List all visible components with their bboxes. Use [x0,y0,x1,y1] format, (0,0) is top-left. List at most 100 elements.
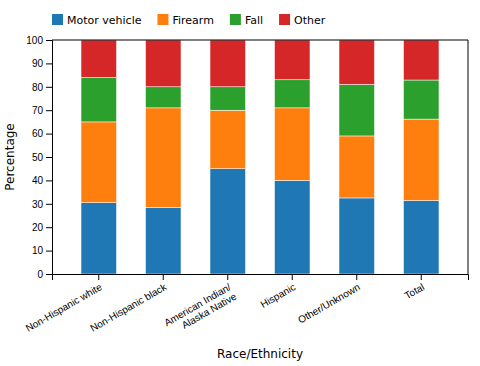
bar-segment [339,40,374,84]
bar-segment [339,198,374,274]
y-tick: 100 [26,35,52,46]
bar-segment [339,84,374,135]
y-axis-line [46,41,53,275]
y-tick-mark [46,134,52,135]
y-axis-title: Percentage [3,123,17,191]
x-tick: Total [402,274,426,301]
legend-swatch [157,14,168,25]
bar-segment [275,108,310,181]
bar-segment [210,87,245,110]
x-tick-mark [421,274,422,280]
bar-segment [81,40,116,77]
bars [81,40,439,274]
y-tick: 30 [32,199,52,210]
bar-segment [404,119,439,200]
y-tick-mark [46,204,52,205]
x-tick: American Indian/Alaska Native [162,274,238,338]
bar-segment [146,207,181,274]
x-tick: Non-Hispanic black [88,274,169,334]
bar-segment [210,169,245,274]
bar-segment [81,203,116,274]
x-tick-label: Non-Hispanic black [88,281,169,334]
y-tick-mark [46,40,52,41]
legend-item: Motor vehicle [52,14,142,27]
legend-label: Other [294,14,326,27]
x-tick-mark [292,274,293,280]
y-tick-mark [46,251,52,252]
bar-segment [210,40,245,87]
y-tick-label: 70 [32,105,44,116]
y-tick-mark [46,110,52,111]
y-tick-label: 20 [32,222,44,233]
y-tick-label: 80 [32,82,44,93]
legend-item: Other [279,14,326,27]
y-tick-label: 30 [32,199,44,210]
chart: 0 10 20 30 40 50 60 70 80 90 100 Non-Hispanic white… [0,0,480,366]
y-tick: 20 [32,222,52,233]
legend-swatch [279,14,290,25]
bar-segment [210,110,245,169]
frame [52,40,468,41]
x-tick-label: Total [402,281,426,301]
series [81,169,439,274]
y-tick-label: 50 [32,152,44,163]
legend-label: Motor vehicle [67,14,142,27]
series [81,108,439,207]
series [81,40,439,87]
bar-segment [146,40,181,87]
x-tick-mark [227,274,228,280]
y-tick-label: 100 [26,35,43,46]
legend-item: Firearm [157,14,213,27]
legend-label: Firearm [172,14,213,27]
bar-segment [81,77,116,121]
bar-segment [404,201,439,274]
bar-segment [275,40,310,80]
bar-segment [339,136,374,198]
bar-segment [275,80,310,108]
y-tick-mark [46,63,52,64]
legend-item: Fall [230,14,263,27]
x-tick-label: Other/Unknown [296,281,362,325]
series [81,77,439,136]
legend-swatch [52,14,63,25]
y-tick-mark [46,227,52,228]
legend-label: Fall [245,14,263,27]
frame [468,40,469,274]
y-tick-mark [46,157,52,158]
y-tick: 80 [32,82,52,93]
bar-segment [404,40,439,80]
x-tick-mark [98,274,99,280]
bar-segment [146,87,181,108]
x-tick-mark [356,274,357,280]
y-tick-mark [46,274,52,275]
x-tick: Hispanic [259,274,298,310]
x-axis-title: Race/Ethnicity [217,347,303,361]
x-tick-label: Hispanic [259,281,298,310]
x-axis: Non-Hispanic whiteNon-Hispanic blackAmer… [24,274,469,338]
y-tick: 90 [32,58,52,69]
bar-segment [81,122,116,203]
x-axis-line [53,275,469,281]
y-tick-label: 60 [32,128,44,139]
y-tick: 60 [32,128,52,139]
y-tick-label: 10 [32,245,44,256]
bar-segment [146,108,181,207]
y-axis: 0 10 20 30 40 50 60 70 80 90 100 [26,35,52,280]
bar-segment [275,180,310,274]
y-tick-label: 90 [32,58,44,69]
y-tick-mark [46,87,52,88]
y-tick: 50 [32,152,52,163]
y-tick: 10 [32,245,52,256]
x-tick: Other/Unknown [296,274,362,325]
y-tick-label: 0 [37,269,43,280]
y-tick-mark [46,180,52,181]
y-tick: 70 [32,105,52,116]
y-tick-label: 40 [32,175,44,186]
y-tick: 0 [37,269,52,280]
x-tick-label: American Indian/Alaska Native [162,281,238,338]
y-tick: 40 [32,175,52,186]
legend-swatch [230,14,241,25]
plot: 0 10 20 30 40 50 60 70 80 90 100 Non-Hispanic white… [24,35,469,338]
legend: Motor vehicle Firearm Fall Other [52,14,326,27]
bar-segment [404,80,439,119]
